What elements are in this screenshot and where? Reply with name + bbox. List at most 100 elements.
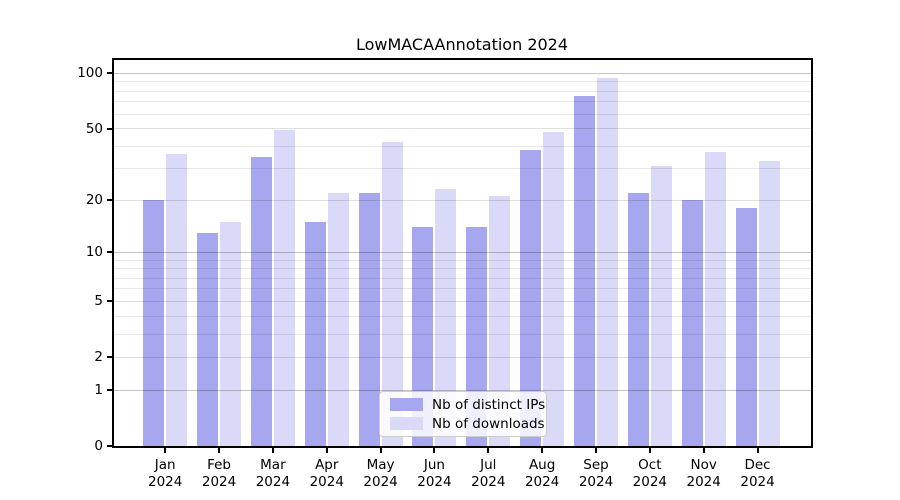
y-tick-label-0: 0 [94, 438, 103, 454]
x-tick-label-feb: Feb 2024 [202, 457, 236, 490]
gridline-major-10 [114, 251, 811, 253]
bar-mar-distinct-ips [250, 156, 272, 446]
x-tick-year-feb: 2024 [201, 473, 237, 490]
bar-jul-downloads [489, 196, 511, 446]
bar-may-downloads [381, 142, 403, 446]
gridline-minor-80 [114, 90, 811, 92]
x-tick-mark-jan [164, 448, 167, 453]
x-tick-year-sep: 2024 [578, 473, 614, 490]
y-tick-mark-1 [107, 389, 112, 392]
bar-may-distinct-ips [358, 192, 380, 446]
x-tick-month-feb: Feb [207, 457, 231, 473]
bar-apr-downloads [327, 192, 349, 446]
x-tick-month-dec: Dec [744, 457, 771, 473]
y-tick-mark-2 [107, 356, 112, 359]
y-tick-label-100: 100 [77, 65, 103, 82]
x-tick-year-may: 2024 [363, 473, 398, 490]
y-tick-mark-50 [107, 127, 112, 130]
x-tick-month-oct: Oct [638, 457, 662, 473]
x-tick-mark-jun [433, 448, 436, 453]
x-tick-year-nov: 2024 [686, 473, 721, 490]
legend-item-distinct-ips: Nb of distinct IPs [390, 398, 545, 412]
x-tick-month-nov: Nov [690, 457, 717, 473]
x-tick-mark-jul [487, 448, 490, 453]
x-tick-label-sep: Sep 2024 [579, 457, 613, 490]
gridline-sub-50 [114, 128, 811, 129]
x-tick-year-apr: 2024 [309, 473, 344, 490]
y-tick-label-1: 1 [94, 382, 103, 399]
y-tick-label-20: 20 [85, 192, 103, 209]
x-tick-mark-mar [271, 448, 274, 453]
gridline-minor-40 [114, 145, 811, 147]
bars-layer [114, 60, 811, 446]
x-tick-year-dec: 2024 [740, 473, 775, 490]
bar-aug-distinct-ips [520, 150, 542, 446]
bar-sep-distinct-ips [574, 96, 595, 446]
gridline-minor-30 [114, 168, 811, 170]
x-tick-mark-nov [702, 448, 705, 453]
bar-dec-distinct-ips [735, 208, 757, 446]
x-tick-mark-oct [648, 448, 651, 453]
gridline-sub-2 [114, 356, 811, 358]
x-tick-label-oct: Oct 2024 [633, 457, 667, 490]
y-tick-label-2: 2 [94, 349, 103, 366]
y-tick-mark-20 [107, 199, 112, 202]
x-tick-month-aug: Aug [528, 457, 556, 473]
bar-sep-downloads [597, 78, 618, 446]
gridline-minor-8 [114, 268, 811, 270]
x-tick-mark-sep [595, 448, 597, 453]
bar-oct-downloads [650, 166, 672, 446]
x-tick-label-aug: Aug 2024 [525, 457, 559, 490]
x-tick-month-jul: Jul [480, 457, 497, 473]
x-tick-month-may: May [366, 457, 395, 473]
x-tick-label-dec: Dec 2024 [740, 457, 774, 490]
bar-feb-distinct-ips [197, 232, 219, 446]
bar-dec-downloads [758, 161, 780, 446]
bar-nov-downloads [704, 152, 726, 446]
y-tick-label-10: 10 [85, 244, 103, 261]
x-tick-label-jun: Jun 2024 [417, 457, 451, 490]
x-tick-year-aug: 2024 [524, 473, 560, 490]
x-tick-year-mar: 2024 [255, 473, 291, 490]
plot-area: Jan 2024 Feb 2024 Mar 2024 Apr 2024 May 2024 Jun 20… [77, 58, 813, 490]
bar-mar-downloads [273, 130, 295, 446]
bar-jan-downloads [166, 154, 188, 446]
bar-oct-distinct-ips [627, 192, 649, 446]
gridline-minor-70 [114, 101, 811, 103]
gridline-sub-5 [114, 300, 811, 302]
x-tick-label-jan: Jan 2024 [148, 457, 182, 490]
y-tick-mark-10 [107, 251, 112, 254]
x-tick-month-sep: Sep [583, 457, 609, 473]
gridline-minor-90 [114, 81, 811, 83]
bar-aug-downloads [543, 131, 565, 446]
grid-layer [114, 60, 811, 446]
x-tick-mark-may [379, 448, 382, 453]
legend: Nb of distinct IPs Nb of downloads [379, 391, 547, 437]
bar-feb-downloads [220, 222, 242, 446]
x-tick-month-jun: Jun [423, 457, 445, 473]
y-tick-label-50: 50 [85, 120, 103, 137]
gridline-minor-60 [114, 113, 811, 115]
x-tick-year-jan: 2024 [148, 473, 183, 490]
bar-apr-distinct-ips [304, 222, 326, 446]
x-tick-month-apr: Apr [315, 457, 339, 473]
chart-title: LowMACAAnnotation 2024 [355, 35, 569, 54]
y-tick-mark-100 [107, 72, 112, 75]
x-tick-label-jul: Jul 2024 [471, 457, 505, 490]
y-tick-mark-5 [107, 300, 112, 303]
gridline-minor-9 [114, 259, 811, 261]
legend-swatch-downloads [390, 417, 423, 430]
x-tick-year-jun: 2024 [417, 473, 452, 490]
legend-label-downloads: Nb of downloads [432, 415, 545, 432]
gridline-minor-7 [114, 277, 811, 279]
x-tick-mark-feb [218, 448, 221, 453]
x-tick-mark-aug [541, 448, 544, 453]
bar-jan-distinct-ips [143, 200, 165, 446]
x-tick-label-mar: Mar 2024 [256, 457, 290, 490]
gridline-minor-6 [114, 288, 811, 290]
bar-jun-downloads [435, 189, 457, 446]
y-tick-mark-0 [107, 445, 112, 447]
legend-label-distinct-ips: Nb of distinct IPs [432, 396, 546, 413]
axis-layer: Jan 2024 Feb 2024 Mar 2024 Apr 2024 May 2024 Jun 20… [77, 60, 811, 489]
